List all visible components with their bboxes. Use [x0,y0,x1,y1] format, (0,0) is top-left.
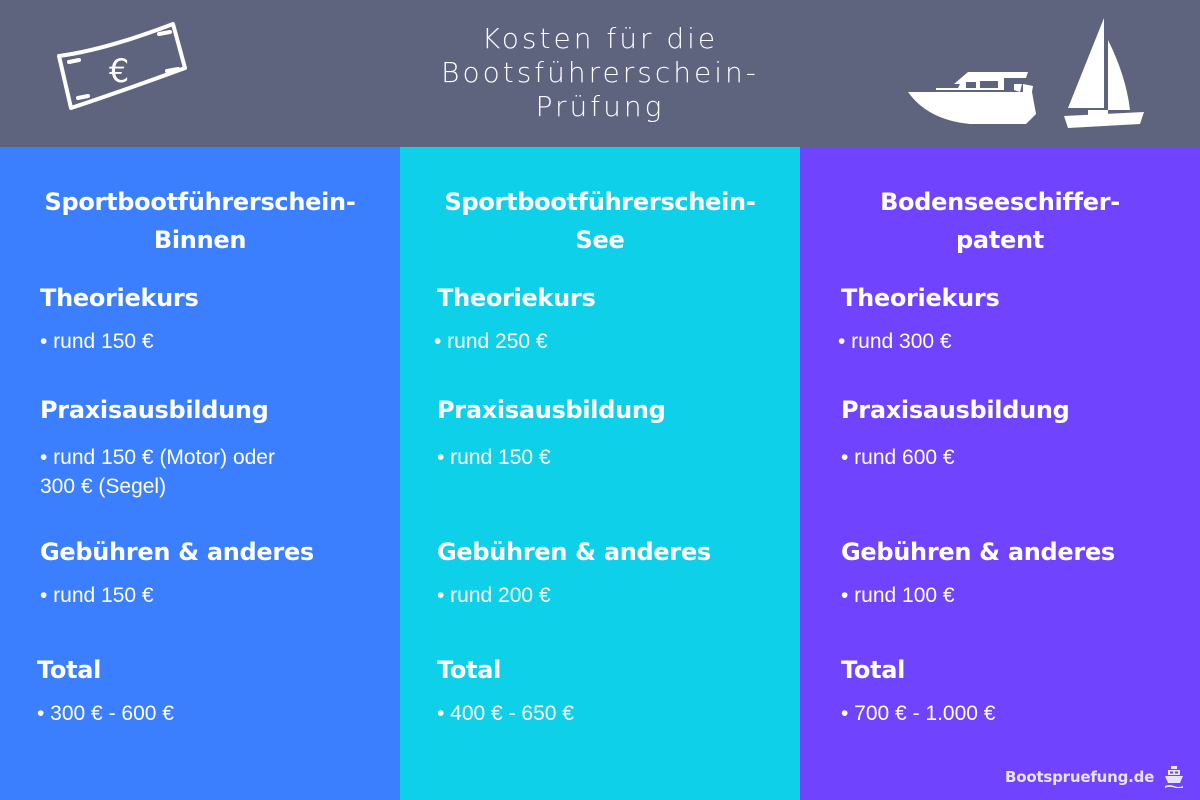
value-line: 300 € (Segel) [40,475,167,498]
section-value: • rund 250 € [434,327,548,356]
section-heading: Theoriekurs [40,284,199,312]
header-banner: € Kosten für die Bootsführerschein- Prüf… [0,0,1200,147]
svg-text:€: € [109,52,129,90]
column-see: Sportbootführerschein- See Theoriekurs •… [400,147,800,800]
column-title-line: See [575,226,625,254]
section-heading: Theoriekurs [841,284,1000,312]
section-value: • rund 150 € [437,443,551,472]
section-heading: Praxisausbildung [40,396,269,424]
section-value: • rund 150 € [40,581,154,610]
value-line: • rund 300 € [838,330,952,353]
column-title-line: patent [956,226,1044,254]
column-title-line: Sportbootführerschein- [444,188,756,216]
value-line: • 700 € - 1.000 € [841,702,996,725]
section-value: • 300 € - 600 € [37,699,174,728]
section-heading: Total [841,656,906,684]
section-value: • rund 600 € [841,443,955,472]
value-line: • 400 € - 650 € [437,702,574,725]
section-heading: Gebühren & anderes [437,538,711,566]
column-title-line: Binnen [153,226,247,254]
column-title: Sportbootführerschein- Binnen [0,183,400,259]
section-heading: Total [37,656,102,684]
section-heading: Theoriekurs [437,284,596,312]
value-line: • 300 € - 600 € [37,702,174,725]
column-title: Bodenseeschiffer- patent [800,183,1200,259]
section-value: • rund 100 € [841,581,955,610]
comparison-columns: Sportbootführerschein- Binnen Theoriekur… [0,147,1200,800]
title-line-2: Bootsführerschein- [441,56,759,89]
section-heading: Praxisausbildung [841,396,1070,424]
column-binnen: Sportbootführerschein- Binnen Theoriekur… [0,147,400,800]
motor-yacht-icon [908,72,1036,124]
value-line: • rund 600 € [841,446,955,469]
sailboat-icon [1064,18,1144,128]
column-title-line: Sportbootführerschein- [44,188,356,216]
brand-name: Bootspruefung.de [1005,768,1155,786]
brand-watermark: Bootspruefung.de [1005,766,1184,788]
column-bodensee: Bodenseeschiffer- patent Theoriekurs • r… [800,147,1200,800]
column-title-line: Bodenseeschiffer- [880,188,1120,216]
section-value: • rund 300 € [838,327,952,356]
value-line: • rund 250 € [434,330,548,353]
section-heading: Praxisausbildung [437,396,666,424]
section-heading: Gebühren & anderes [40,538,314,566]
value-line: • rund 150 € [437,446,551,469]
title-line-3: Prüfung [535,90,665,123]
section-value: • 700 € - 1.000 € [841,699,995,728]
boat-logo-icon [1165,766,1184,788]
value-line: • rund 100 € [841,584,955,607]
section-value: • rund 150 € (Motor) oder 300 € (Segel) [40,443,275,501]
euro-banknote-icon: € [57,22,187,110]
value-line: • rund 150 € (Motor) oder [40,446,275,469]
value-line: • rund 150 € [40,330,154,353]
value-line: • rund 150 € [40,584,154,607]
section-value: • rund 150 € [40,327,154,356]
page-title: Kosten für die Bootsführerschein- Prüfun… [400,22,800,124]
column-title: Sportbootführerschein- See [400,183,800,259]
section-value: • 400 € - 650 € [437,699,574,728]
section-value: • rund 200 € [437,581,551,610]
value-line: • rund 200 € [437,584,551,607]
section-heading: Total [437,656,502,684]
title-line-1: Kosten für die [481,22,719,55]
section-heading: Gebühren & anderes [841,538,1115,566]
